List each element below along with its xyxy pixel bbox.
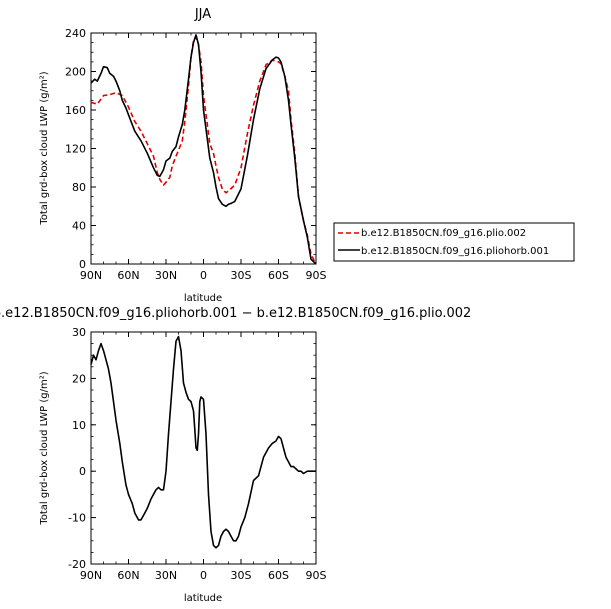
x-axis-label: latitude: [184, 293, 222, 304]
y-tick-label: 160: [65, 104, 86, 117]
x-tick-label: 60S: [268, 569, 289, 582]
legend-label-pliohorb: b.e12.B1850CN.f09_g16.pliohorb.001: [361, 246, 549, 257]
plot-frame: [90, 331, 317, 565]
y-tick-label: 200: [65, 66, 86, 79]
y-axis-label: Total grd-box cloud LWP (g/m²): [39, 71, 50, 225]
x-tick-label: 90S: [306, 269, 327, 282]
x-tick-label: 30N: [155, 569, 177, 582]
y-tick-label: 40: [72, 220, 86, 233]
x-tick-label: 30S: [231, 569, 252, 582]
chart-title: JJA: [194, 7, 211, 22]
y-tick-label: 240: [65, 27, 86, 40]
x-tick-label: 60N: [117, 269, 139, 282]
bottom-panel: b.e12.B1850CN.f09_g16.pliohorb.001 − b.e…: [0, 306, 471, 604]
legend-box: [333, 222, 575, 262]
y-tick-label: 20: [72, 372, 86, 385]
y-tick-label: 0: [79, 258, 86, 271]
y-tick-label: 30: [72, 326, 86, 339]
x-tick-label: 30S: [231, 269, 252, 282]
x-tick-label: 0: [200, 569, 207, 582]
x-tick-label: 30N: [155, 269, 177, 282]
y-tick-label: -20: [68, 558, 86, 571]
difference-title: b.e12.B1850CN.f09_g16.pliohorb.001 − b.e…: [0, 306, 471, 321]
y-tick-label: -10: [68, 512, 86, 525]
y-tick-label: 0: [79, 465, 86, 478]
y-tick-label: 10: [72, 419, 86, 432]
y-tick-label: 120: [65, 143, 86, 156]
series-line-1: [90, 36, 317, 265]
y-tick-label: 80: [72, 181, 86, 194]
x-tick-label: 90N: [80, 269, 102, 282]
series-line-2: [90, 34, 317, 265]
x-tick-label: 0: [200, 269, 207, 282]
x-axis-label: latitude: [184, 593, 222, 604]
x-tick-label: 90S: [306, 569, 327, 582]
top-panel: JJA 0 40 80 120 160 200 240 90N 60N 30N 0 30S 60S 90S…: [39, 7, 327, 304]
legend-label-plio: b.e12.B1850CN.f09_g16.plio.002: [361, 228, 526, 239]
x-tick-label: 90N: [80, 569, 102, 582]
legend: b.e12.B1850CN.f09_g16.plio.002 b.e12.B18…: [333, 222, 575, 262]
series-line-1: [90, 335, 316, 549]
x-tick-label: 60S: [268, 269, 289, 282]
y-axis-label: Total grd-box cloud LWP (g/m²): [39, 371, 50, 525]
x-tick-label: 60N: [117, 569, 139, 582]
